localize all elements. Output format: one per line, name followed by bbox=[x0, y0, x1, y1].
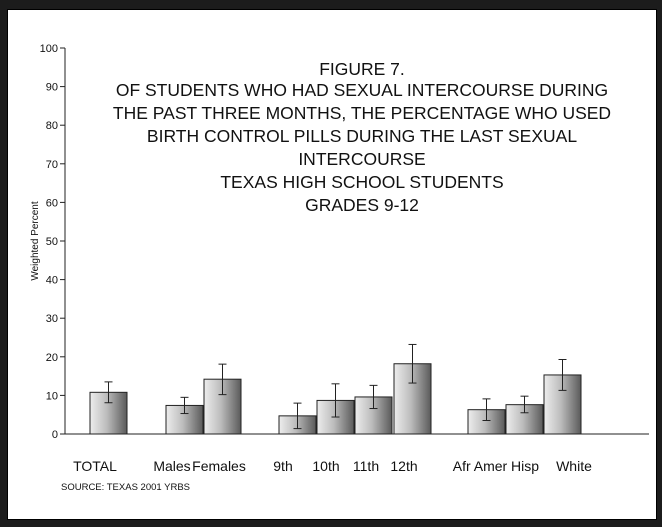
y-tick-label: 90 bbox=[46, 82, 58, 94]
y-axis-title: Weighted Percent bbox=[30, 201, 41, 281]
x-tick-label: 10th bbox=[312, 458, 339, 474]
chart-title-figure: FIGURE 7. bbox=[319, 59, 405, 79]
y-tick-label: 60 bbox=[46, 197, 58, 209]
x-tick-label: Afr Amer bbox=[453, 458, 508, 474]
chart-title-line: INTERCOURSE bbox=[298, 149, 425, 169]
x-tick-label: 12th bbox=[390, 458, 417, 474]
y-tick-label: 0 bbox=[52, 429, 58, 441]
chart-title-line: THE PAST THREE MONTHS, THE PERCENTAGE WH… bbox=[113, 103, 611, 123]
x-tick-label: 11th bbox=[353, 458, 379, 474]
y-tick-label: 50 bbox=[46, 236, 58, 248]
chart-panel: 0 10 20 30 40 50 60 70 80 90 100 Weighted Percent FI… bbox=[7, 9, 657, 520]
chart-title-line: OF STUDENTS WHO HAD SEXUAL INTERCOURSE D… bbox=[116, 80, 608, 100]
chart-title-line: TEXAS HIGH SCHOOL STUDENTS bbox=[220, 172, 503, 192]
bar-chart: 0 10 20 30 40 50 60 70 80 90 100 Weighted Percent FI… bbox=[30, 43, 649, 493]
x-tick-label: Hisp bbox=[511, 458, 539, 474]
x-tick-label: Males bbox=[153, 458, 190, 474]
x-tick-label: Females bbox=[192, 458, 246, 474]
y-tick-label: 100 bbox=[40, 43, 58, 55]
y-tick-label: 30 bbox=[46, 313, 58, 325]
y-tick-label: 10 bbox=[46, 390, 58, 402]
bar bbox=[89, 391, 128, 435]
x-tick-label: White bbox=[556, 458, 592, 474]
source-note: SOURCE: TEXAS 2001 YRBS bbox=[61, 482, 190, 493]
y-tick-label: 80 bbox=[46, 120, 58, 132]
x-tick-label: 9th bbox=[273, 458, 292, 474]
x-tick-label: TOTAL bbox=[73, 458, 117, 474]
y-tick-label: 20 bbox=[46, 352, 58, 364]
y-tick-label: 40 bbox=[46, 275, 58, 287]
y-tick-label: 70 bbox=[46, 159, 58, 171]
chart-title-line: BIRTH CONTROL PILLS DURING THE LAST SEXU… bbox=[147, 126, 577, 146]
chart-title-line: GRADES 9-12 bbox=[305, 195, 419, 215]
